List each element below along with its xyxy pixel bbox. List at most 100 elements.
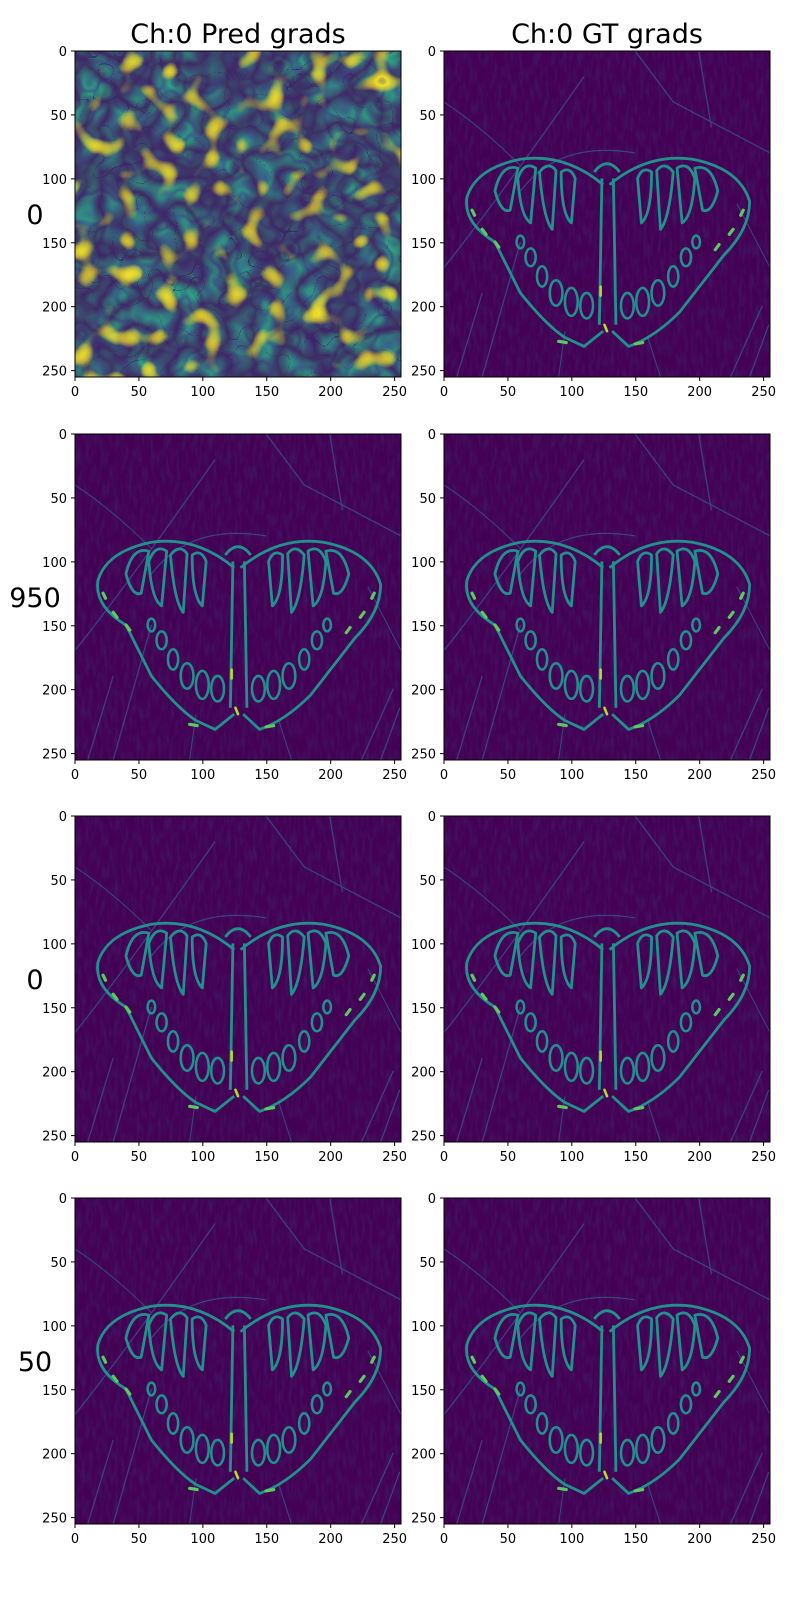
x-tick-label: 50	[500, 1150, 517, 1165]
y-tick-label: 250	[42, 365, 67, 380]
x-tick-label: 100	[190, 1150, 215, 1165]
x-tick-label: 150	[254, 768, 279, 783]
x-tick-label: 50	[131, 1150, 148, 1165]
image-panel: 0 0 50 50 100 100 150 150 200 200 250 250	[42, 1192, 407, 1547]
y-tick-label: 0	[59, 45, 67, 60]
butterfly-gradient-image	[75, 816, 401, 1142]
row-label: 0	[26, 200, 43, 231]
x-tick-label: 50	[131, 768, 148, 783]
x-tick-label: 200	[318, 385, 343, 400]
x-tick-label: 0	[71, 1532, 79, 1547]
x-tick-label: 0	[440, 1532, 448, 1547]
y-tick-label: 0	[59, 428, 67, 443]
y-tick-label: 250	[411, 1512, 436, 1527]
y-tick-label: 150	[42, 1002, 67, 1017]
y-tick-label: 150	[42, 620, 67, 635]
x-tick-label: 200	[687, 385, 712, 400]
y-tick-label: 200	[42, 1448, 67, 1463]
butterfly-gradient-image	[75, 1198, 401, 1524]
image-panel: 0 0 50 50 100 100 150 150 200 200 250 250	[411, 45, 776, 400]
y-tick-label: 50	[419, 109, 436, 124]
image-panel: 0 0 50 50 100 100 150 150 200 200 250 250	[411, 1192, 776, 1547]
y-tick-label: 200	[411, 1448, 436, 1463]
x-tick-label: 200	[687, 1532, 712, 1547]
y-tick-label: 50	[419, 492, 436, 507]
x-tick-label: 250	[382, 385, 407, 400]
butterfly-gradient-image	[444, 51, 770, 377]
x-tick-label: 100	[559, 1532, 584, 1547]
y-tick-label: 200	[411, 1066, 436, 1081]
y-tick-label: 250	[42, 1512, 67, 1527]
x-tick-label: 150	[254, 1532, 279, 1547]
y-tick-label: 200	[411, 684, 436, 699]
noise-gradient-image	[75, 51, 401, 377]
y-tick-label: 100	[411, 173, 436, 188]
axes-frame	[74, 815, 402, 1143]
x-tick-label: 250	[382, 1532, 407, 1547]
y-tick-label: 250	[411, 748, 436, 763]
butterfly-gradient-image	[444, 816, 770, 1142]
y-tick-label: 50	[50, 1256, 67, 1271]
column-title: Ch:0 GT grads	[511, 19, 703, 50]
y-tick-label: 200	[42, 684, 67, 699]
y-tick-label: 100	[411, 1320, 436, 1335]
axes-frame	[443, 50, 771, 378]
x-tick-label: 100	[190, 768, 215, 783]
x-tick-label: 250	[382, 768, 407, 783]
y-tick-label: 150	[411, 1002, 436, 1017]
x-tick-label: 200	[318, 1150, 343, 1165]
x-tick-label: 100	[559, 385, 584, 400]
y-tick-label: 0	[59, 1192, 67, 1207]
column-title: Ch:0 Pred grads	[130, 19, 345, 50]
x-tick-label: 250	[751, 1532, 776, 1547]
x-tick-label: 200	[318, 768, 343, 783]
x-tick-label: 0	[71, 768, 79, 783]
x-tick-label: 150	[623, 1150, 648, 1165]
row-label: 50	[18, 1347, 52, 1378]
x-tick-label: 150	[623, 1532, 648, 1547]
x-tick-label: 0	[71, 1150, 79, 1165]
x-tick-label: 100	[559, 768, 584, 783]
x-tick-label: 200	[687, 1150, 712, 1165]
x-tick-label: 50	[500, 385, 517, 400]
y-tick-label: 150	[42, 237, 67, 252]
x-tick-label: 200	[687, 768, 712, 783]
x-tick-label: 50	[131, 385, 148, 400]
x-tick-label: 150	[254, 385, 279, 400]
x-tick-label: 250	[751, 1150, 776, 1165]
y-tick-label: 50	[50, 109, 67, 124]
butterfly-gradient-image	[444, 434, 770, 760]
y-tick-label: 50	[419, 1256, 436, 1271]
y-tick-label: 100	[42, 1320, 67, 1335]
butterfly-gradient-image	[444, 1198, 770, 1524]
x-tick-label: 50	[500, 1532, 517, 1547]
y-tick-label: 200	[42, 1066, 67, 1081]
axes-frame	[443, 1197, 771, 1525]
x-tick-label: 50	[131, 1532, 148, 1547]
butterfly-gradient-image	[75, 434, 401, 760]
y-tick-label: 0	[428, 45, 436, 60]
row-label: 0	[26, 965, 43, 996]
y-tick-label: 100	[411, 938, 436, 953]
y-tick-label: 100	[42, 938, 67, 953]
y-tick-label: 50	[50, 492, 67, 507]
y-tick-label: 100	[42, 173, 67, 188]
x-tick-label: 200	[318, 1532, 343, 1547]
y-tick-label: 250	[42, 748, 67, 763]
x-tick-label: 150	[254, 1150, 279, 1165]
x-tick-label: 150	[623, 385, 648, 400]
y-tick-label: 100	[411, 556, 436, 571]
y-tick-label: 50	[419, 874, 436, 889]
x-tick-label: 100	[559, 1150, 584, 1165]
y-tick-label: 0	[428, 810, 436, 825]
x-tick-label: 100	[190, 1532, 215, 1547]
image-panel: 0 0 50 50 100 100 150 150 200 200 250 250	[42, 810, 407, 1165]
y-tick-label: 0	[428, 428, 436, 443]
x-tick-label: 0	[440, 768, 448, 783]
x-tick-label: 250	[751, 768, 776, 783]
axes-frame	[443, 815, 771, 1143]
axes-frame	[443, 433, 771, 761]
x-tick-label: 100	[190, 385, 215, 400]
y-tick-label: 150	[411, 1384, 436, 1399]
